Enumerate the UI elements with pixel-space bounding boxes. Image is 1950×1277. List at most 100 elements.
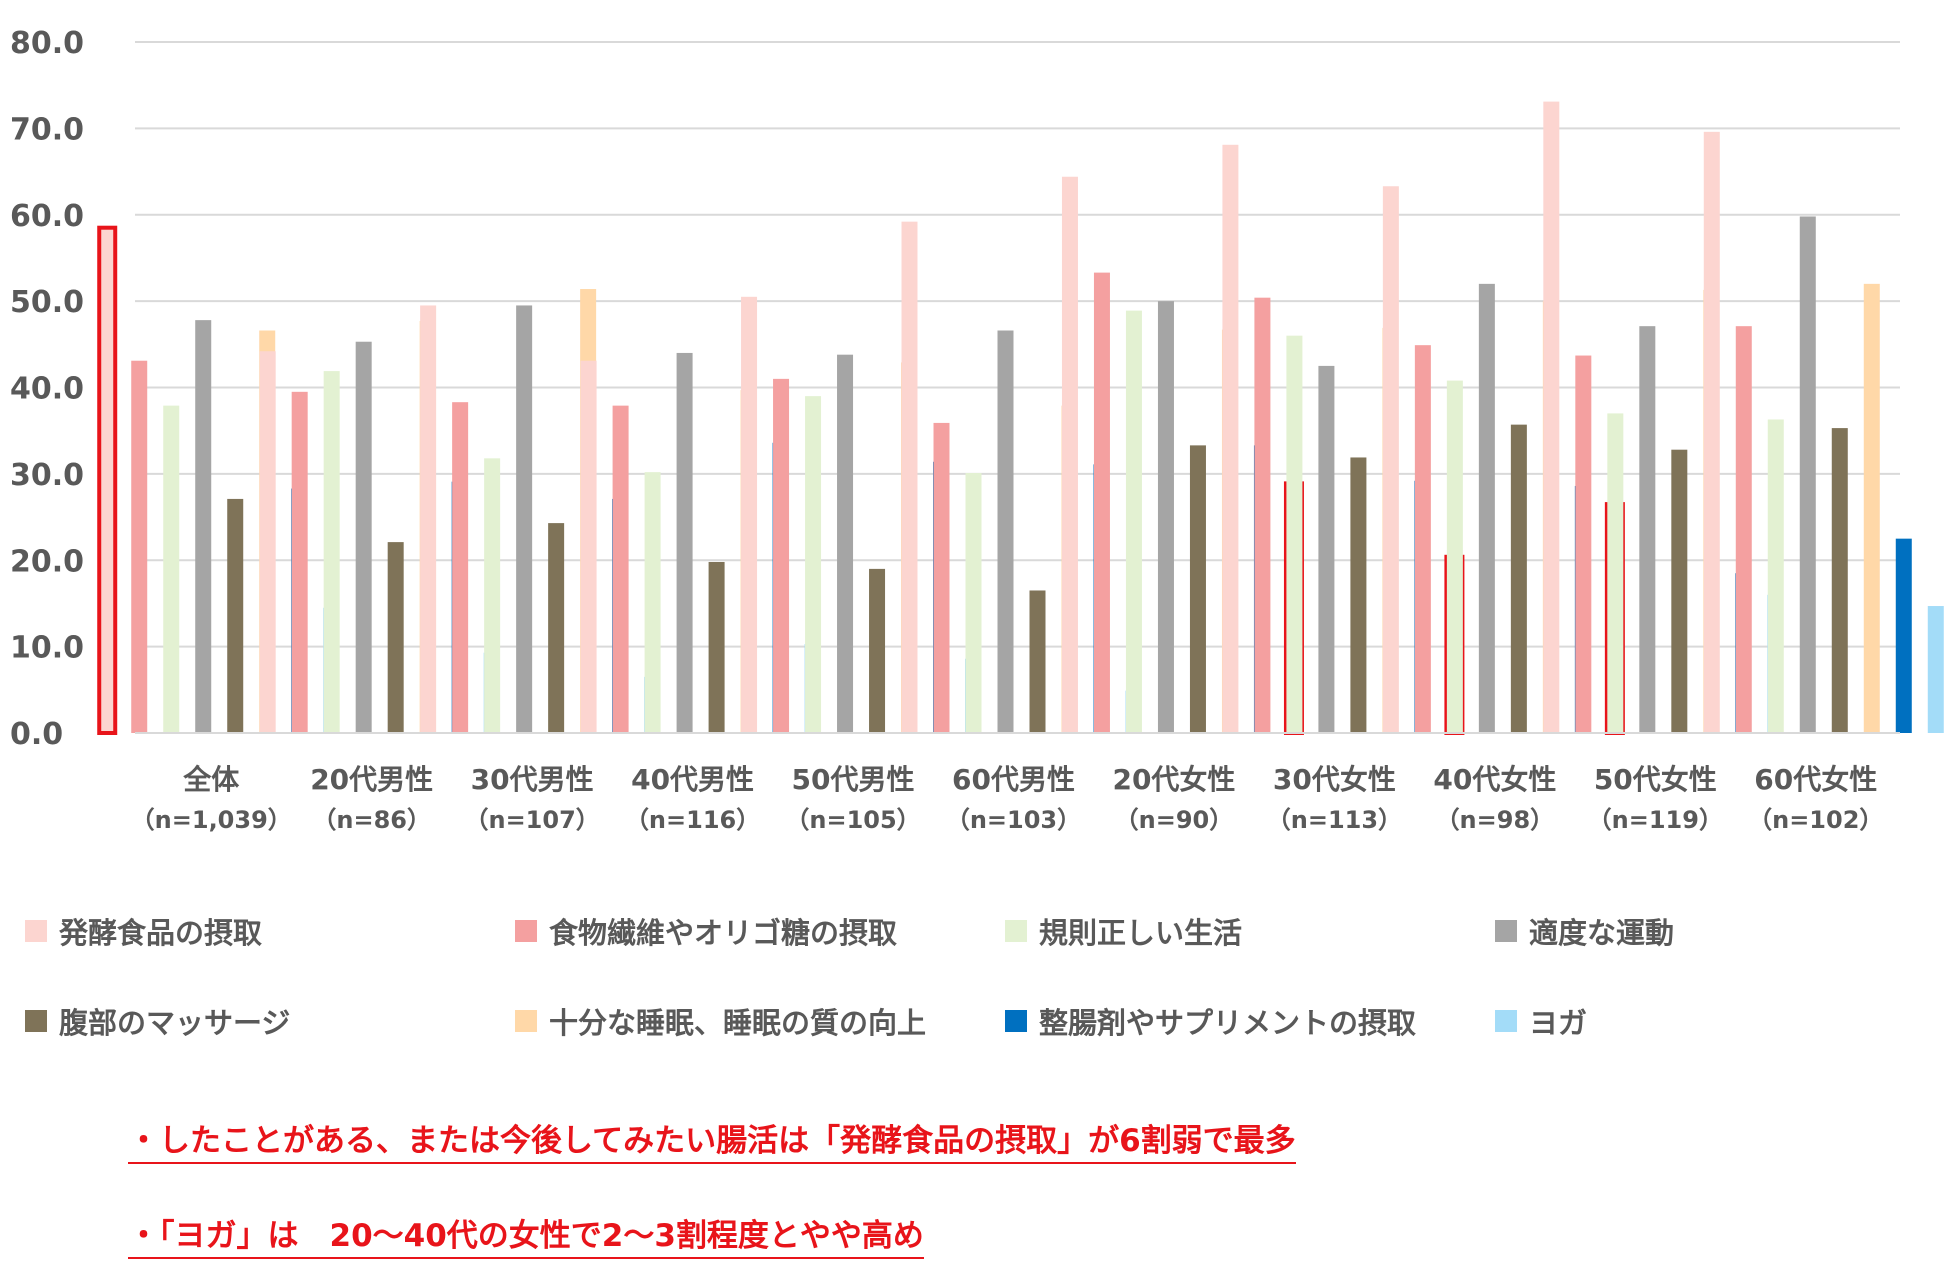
- bar: [1543, 101, 1560, 733]
- bar: [1254, 297, 1271, 733]
- bar: [1222, 144, 1239, 733]
- bar: [1478, 283, 1495, 733]
- bar: [1093, 272, 1110, 733]
- x-category-n: （n=107）: [464, 806, 599, 834]
- y-tick-label: 0.0: [10, 717, 63, 752]
- bar: [131, 360, 148, 733]
- bar: [227, 498, 244, 733]
- bar: [420, 305, 437, 733]
- legend-label: ヨガ: [1529, 1006, 1588, 1040]
- bar: [1350, 457, 1367, 733]
- bar: [1735, 326, 1752, 733]
- legend-swatch: [1495, 920, 1517, 942]
- legend-swatch: [25, 920, 47, 942]
- bar: [1318, 365, 1335, 733]
- legend-item: 腹部のマッサージ: [25, 1000, 290, 1042]
- legend-swatch: [515, 1010, 537, 1032]
- x-category-n: （n=90）: [1115, 806, 1234, 834]
- x-category-label: 40代女性: [1433, 763, 1556, 796]
- bar: [1767, 419, 1784, 733]
- bar: [1639, 326, 1656, 733]
- bar: [901, 221, 918, 733]
- x-category-label: 60代女性: [1754, 763, 1877, 796]
- bar: [163, 405, 180, 733]
- bar: [1575, 355, 1592, 733]
- bar: [1863, 283, 1880, 733]
- x-category-label: 20代女性: [1112, 763, 1235, 796]
- bar: [1703, 131, 1720, 733]
- x-category-n: （n=105）: [785, 806, 920, 834]
- bar-highlighted: [97, 225, 118, 736]
- y-axis: 0.0 10.0 20.0 30.0 40.0 50.0 60.0 70.0 80.0: [10, 26, 84, 752]
- bar: [708, 561, 725, 733]
- x-category-label: 50代女性: [1594, 763, 1717, 796]
- legend-item: 規則正しい生活: [1005, 910, 1242, 952]
- bar: [997, 330, 1014, 733]
- bar: [1189, 445, 1206, 733]
- x-category-label: 全体: [182, 763, 240, 796]
- bar: [355, 341, 372, 733]
- bar: [291, 391, 308, 733]
- legend-swatch: [1495, 1010, 1517, 1032]
- legend-item: 適度な運動: [1495, 910, 1674, 952]
- bar: [837, 354, 854, 733]
- legend-swatch: [1005, 1010, 1027, 1032]
- bar: [1286, 335, 1303, 733]
- bar: [580, 360, 597, 733]
- x-category-n: （n=119）: [1588, 806, 1723, 834]
- bar: [612, 405, 629, 733]
- bar: [1831, 428, 1848, 733]
- bar: [1029, 590, 1046, 733]
- bar: [741, 296, 758, 733]
- bar-chart: 0.0 10.0 20.0 30.0 40.0 50.0 60.0 70.0 80.0 全体 （n…: [10, 26, 1944, 834]
- x-category-n: （n=1,039）: [131, 806, 292, 834]
- bar: [516, 305, 533, 733]
- legend-label: 適度な運動: [1529, 916, 1675, 950]
- y-tick-label: 20.0: [10, 544, 84, 579]
- bar: [1895, 538, 1912, 733]
- bars: [97, 101, 1944, 736]
- bar: [452, 402, 469, 733]
- bar: [933, 422, 950, 733]
- bar: [805, 396, 822, 733]
- bar: [387, 542, 404, 733]
- legend-item: 食物繊維やオリゴ糖の摂取: [515, 910, 897, 952]
- bar: [1061, 176, 1078, 733]
- bar: [323, 371, 340, 733]
- legend-item: 整腸剤やサプリメントの摂取: [1005, 1000, 1416, 1042]
- x-axis: 全体 （n=1,039） 20代男性 （n=86） 30代男性 （n=107） 40代男性 （…: [131, 732, 1900, 834]
- bar: [644, 472, 661, 733]
- x-category-n: （n=86）: [312, 806, 431, 834]
- x-category-n: （n=98）: [1436, 806, 1555, 834]
- bar: [1414, 345, 1431, 733]
- bar: [1510, 424, 1527, 733]
- y-tick-label: 50.0: [10, 285, 84, 320]
- legend-label: 発酵食品の摂取: [59, 916, 263, 950]
- x-category-label: 60代男性: [952, 763, 1075, 796]
- bar: [1157, 301, 1174, 733]
- note-1: ・したことがある、または今後してみたい腸活は「発酵食品の摂取」が6割弱で最多: [128, 1115, 1296, 1164]
- legend-item: 発酵食品の摂取: [25, 910, 262, 952]
- y-tick-label: 30.0: [10, 458, 84, 493]
- bar: [1671, 449, 1688, 733]
- legend-swatch: [515, 920, 537, 942]
- legend-item: 十分な睡眠、睡眠の質の向上: [515, 1000, 926, 1042]
- legend-label: 整腸剤やサプリメントの摂取: [1039, 1006, 1417, 1040]
- bar: [1607, 413, 1624, 733]
- x-category-n: （n=113）: [1267, 806, 1402, 834]
- bar: [548, 523, 565, 733]
- y-tick-label: 10.0: [10, 631, 84, 666]
- note-2: ・「ヨガ」は 20～40代の女性で2～3割程度とやや高め: [128, 1210, 924, 1259]
- legend-label: 十分な睡眠、睡眠の質の向上: [549, 1006, 927, 1040]
- bar: [1799, 216, 1816, 734]
- bar: [869, 568, 886, 733]
- legend-label: 腹部のマッサージ: [59, 1006, 291, 1040]
- y-tick-label: 70.0: [10, 112, 84, 147]
- y-tick-label: 60.0: [10, 199, 84, 234]
- bar: [195, 320, 212, 733]
- x-category-n: （n=116）: [625, 806, 760, 834]
- x-category-label: 20代男性: [310, 763, 433, 796]
- bar: [1125, 310, 1142, 733]
- y-tick-label: 80.0: [10, 26, 84, 61]
- legend-item: ヨガ: [1495, 1000, 1587, 1042]
